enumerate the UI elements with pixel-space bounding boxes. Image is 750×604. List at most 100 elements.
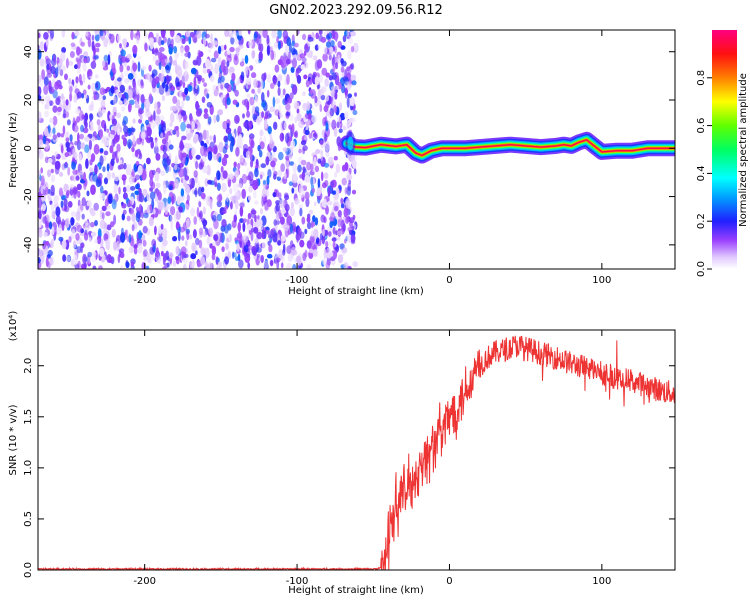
noise-speckle <box>278 192 282 200</box>
noise-speckle <box>256 231 263 240</box>
noise-speckle <box>167 88 171 96</box>
colorbar-ticks: 0.0 0.2 0.4 0.6 0.8 <box>696 70 712 277</box>
noise-speckle <box>257 144 261 152</box>
noise-speckle <box>198 132 203 143</box>
noise-speckle <box>237 221 241 233</box>
noise-speckle <box>226 122 230 130</box>
noise-speckle <box>103 123 107 132</box>
snr-y-tick-label: 2.0 <box>23 358 34 374</box>
noise-speckle <box>50 239 54 249</box>
noise-speckle <box>38 144 42 155</box>
noise-speckle <box>73 124 79 133</box>
noise-speckle <box>320 36 327 43</box>
noise-speckle <box>75 233 80 241</box>
noise-speckle <box>117 33 121 43</box>
noise-speckle <box>177 231 181 242</box>
noise-speckle <box>289 206 295 217</box>
noise-speckle <box>120 264 124 269</box>
noise-speckle <box>157 190 162 199</box>
noise-speckle <box>323 162 330 168</box>
noise-speckle <box>259 141 265 150</box>
noise-speckle <box>47 193 51 200</box>
noise-speckle <box>197 186 203 197</box>
noise-speckle <box>161 66 165 75</box>
signal-band-core <box>346 139 675 157</box>
noise-speckle <box>198 227 204 236</box>
noise-speckle <box>111 228 116 238</box>
noise-speckle <box>304 135 308 141</box>
noise-speckle <box>183 263 187 269</box>
noise-speckle <box>342 247 348 254</box>
noise-speckle <box>231 136 235 147</box>
noise-speckle <box>120 105 126 112</box>
noise-speckle <box>76 246 82 254</box>
noise-speckle <box>246 110 251 118</box>
noise-speckle <box>221 59 226 66</box>
noise-speckle <box>184 180 188 192</box>
noise-speckle <box>52 115 58 126</box>
noise-speckle <box>307 36 314 42</box>
noise-speckle <box>285 158 289 170</box>
noise-speckle <box>153 49 160 56</box>
noise-speckle <box>220 166 224 173</box>
noise-speckle <box>51 155 56 166</box>
noise-speckle <box>80 41 86 47</box>
noise-speckle <box>213 152 217 161</box>
noise-speckle <box>110 130 116 136</box>
noise-speckle <box>339 112 346 121</box>
noise-speckle <box>195 160 199 170</box>
noise-speckle <box>247 212 252 220</box>
noise-speckle <box>76 46 81 56</box>
snr-series-line <box>38 335 675 570</box>
noise-speckle <box>118 186 121 195</box>
noise-speckle <box>52 134 57 140</box>
noise-speckle <box>304 129 310 136</box>
noise-speckle <box>191 147 196 156</box>
noise-speckle <box>254 95 259 103</box>
noise-speckle <box>84 222 91 231</box>
noise-speckle <box>313 156 317 167</box>
noise-speckle <box>224 135 228 147</box>
noise-speckle <box>82 63 87 72</box>
noise-speckle <box>136 35 140 45</box>
noise-speckle <box>194 187 198 198</box>
noise-speckle <box>336 236 341 241</box>
noise-speckle <box>341 177 348 186</box>
noise-speckle <box>156 87 159 95</box>
noise-speckle <box>87 68 93 77</box>
noise-speckle <box>324 78 330 87</box>
noise-speckle <box>238 44 244 49</box>
noise-speckle <box>162 239 168 247</box>
noise-speckle <box>315 149 320 154</box>
noise-speckle <box>293 42 299 48</box>
noise-speckle <box>202 165 208 174</box>
noise-speckle <box>261 229 265 240</box>
noise-speckle <box>266 253 273 259</box>
noise-speckle <box>158 61 162 71</box>
noise-speckle <box>267 73 272 83</box>
snr-x-tick-label: 100 <box>592 576 611 587</box>
noise-speckle <box>151 239 157 248</box>
noise-speckle <box>155 182 161 188</box>
noise-speckle <box>206 195 211 206</box>
noise-speckle <box>180 110 187 117</box>
noise-speckle <box>302 91 306 97</box>
noise-speckle <box>89 113 94 121</box>
noise-speckle <box>161 30 166 39</box>
noise-speckle <box>198 239 203 249</box>
noise-speckle <box>337 210 342 218</box>
noise-speckle <box>38 262 42 269</box>
noise-speckle <box>131 146 135 153</box>
colorbar-tick-label: 0.4 <box>696 165 707 181</box>
noise-speckle <box>52 105 58 113</box>
noise-speckle <box>202 231 207 238</box>
noise-speckle <box>204 247 210 259</box>
noise-speckle <box>296 108 300 114</box>
noise-speckle <box>184 87 189 95</box>
noise-speckle <box>272 166 276 171</box>
noise-speckle <box>226 49 231 55</box>
noise-speckle <box>317 158 322 164</box>
noise-speckle <box>169 30 175 38</box>
noise-speckle <box>336 85 340 91</box>
noise-speckle <box>334 45 337 54</box>
